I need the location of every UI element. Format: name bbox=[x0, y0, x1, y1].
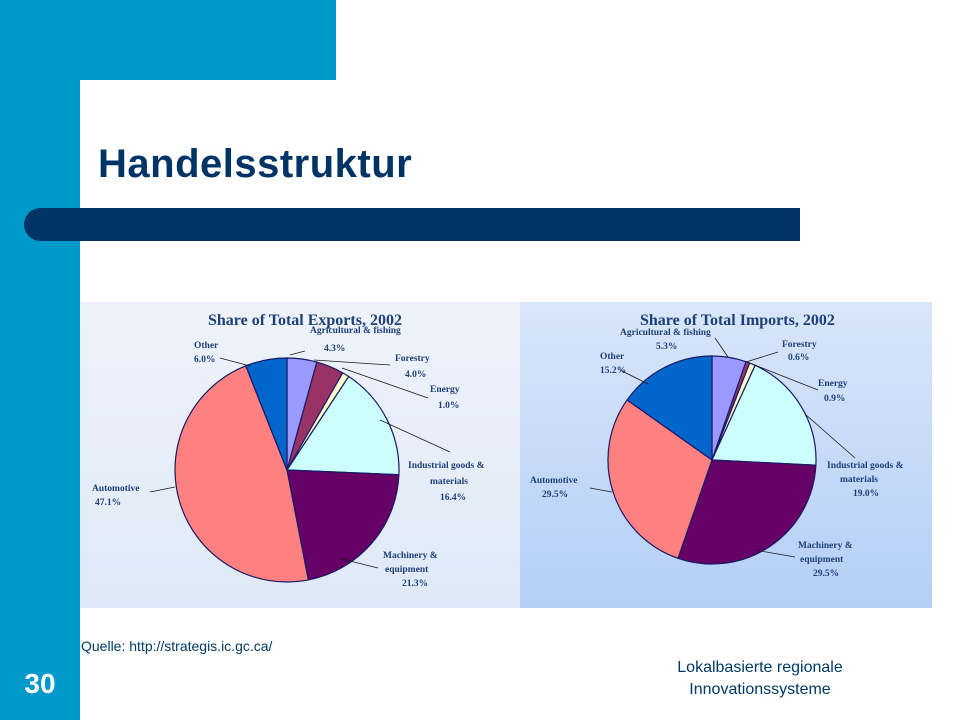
slide-number: 30 bbox=[24, 668, 56, 699]
exports-label-machinery-and-equipment-line2: equipment bbox=[385, 565, 429, 575]
exports-label-industrial-goods-and-materials: Industrial goods & bbox=[408, 461, 485, 471]
exports-value-industrial-goods-and-materials: 16.4% bbox=[440, 493, 466, 503]
title-rule bbox=[24, 208, 800, 241]
imports-slices bbox=[607, 355, 817, 565]
exports-label-forestry: Forestry bbox=[395, 354, 430, 364]
imports-pie-chart: Share of Total Imports, 2002Agricultural… bbox=[530, 312, 904, 579]
imports-label-energy: Energy bbox=[818, 379, 848, 389]
imports-leader-industrial-goods-and-materials bbox=[804, 413, 856, 459]
exports-value-machinery-and-equipment: 21.3% bbox=[402, 579, 428, 589]
imports-leader-other bbox=[619, 369, 649, 385]
imports-label-agricultural-and-fishing: Agricultural & fishing bbox=[620, 328, 711, 338]
exports-chart-title: Share of Total Exports, 2002 bbox=[208, 312, 402, 329]
top-band bbox=[80, 0, 336, 80]
imports-slice-industrial-goods-and-materials bbox=[711, 364, 817, 466]
imports-label-machinery-and-equipment-line2: equipment bbox=[800, 555, 844, 565]
exports-leader-agricultural-and-fishing bbox=[289, 350, 306, 356]
imports-value-forestry: 0.6% bbox=[788, 353, 809, 363]
exports-leader-automotive bbox=[149, 486, 176, 493]
imports-value-agricultural-and-fishing: 5.3% bbox=[656, 342, 677, 352]
page-title: Handelsstruktur bbox=[98, 142, 413, 186]
exports-value-other: 6.0% bbox=[194, 355, 215, 365]
exports-leader-industrial-goods-and-materials bbox=[379, 419, 451, 453]
source-note: Quelle: http://strategis.ic.gc.ca/ bbox=[81, 638, 273, 654]
exports-leader-other bbox=[219, 357, 251, 367]
exports-label-agricultural-and-fishing: Agricultural & fishing bbox=[310, 326, 401, 336]
imports-value-industrial-goods-and-materials: 19.0% bbox=[853, 489, 879, 499]
imports-chart-panel: Share of Total Imports, 2002 Agricultural… bbox=[520, 302, 932, 608]
imports-label-forestry: Forestry bbox=[782, 340, 817, 350]
imports-label-industrial-goods-and-materials-line2: materials bbox=[840, 475, 878, 485]
exports-leader-forestry bbox=[313, 359, 391, 366]
exports-slice-industrial-goods-and-materials bbox=[285, 375, 400, 476]
exports-label-automotive: Automotive bbox=[92, 484, 140, 494]
imports-leader-forestry bbox=[745, 351, 779, 363]
imports-slice-automotive bbox=[607, 399, 713, 560]
exports-slice-automotive bbox=[174, 365, 310, 583]
imports-chart-title: Share of Total Imports, 2002 bbox=[640, 312, 835, 329]
exports-value-forestry: 4.0% bbox=[405, 370, 426, 380]
footer-line-1: Lokalbasierte regionale bbox=[677, 659, 843, 676]
imports-leader-energy bbox=[751, 363, 819, 391]
imports-label-machinery-and-equipment: Machinery & bbox=[798, 541, 853, 551]
imports-value-energy: 0.9% bbox=[824, 394, 845, 404]
imports-value-automotive: 29.5% bbox=[542, 490, 568, 500]
imports-label-industrial-goods-and-materials: Industrial goods & bbox=[827, 461, 904, 471]
exports-slice-machinery-and-equipment bbox=[286, 469, 400, 581]
imports-leader-automotive bbox=[589, 487, 613, 493]
imports-leader-agricultural-and-fishing bbox=[714, 337, 729, 358]
imports-slice-machinery-and-equipment bbox=[677, 459, 817, 565]
imports-label-automotive: Automotive bbox=[530, 476, 578, 486]
exports-leader-energy bbox=[341, 367, 429, 399]
exports-pie-chart: Share of Total Exports, 2002Agricultural… bbox=[92, 312, 485, 589]
exports-value-energy: 1.0% bbox=[438, 401, 459, 411]
exports-leader-machinery-and-equipment bbox=[337, 557, 379, 569]
exports-label-other: Other bbox=[194, 341, 219, 351]
footer-line-2: Innovationssysteme bbox=[689, 681, 831, 698]
imports-value-machinery-and-equipment: 29.5% bbox=[813, 569, 839, 579]
sidebar-band bbox=[0, 0, 80, 720]
exports-slice-other bbox=[245, 357, 288, 471]
imports-leader-machinery-and-equipment bbox=[754, 549, 796, 558]
exports-chart-panel: Share of Total Exports, 2002 Agricultural… bbox=[80, 302, 520, 608]
imports-slice-other bbox=[626, 355, 713, 462]
exports-slices bbox=[174, 357, 400, 583]
imports-label-other: Other bbox=[600, 352, 625, 362]
content-corner bbox=[80, 80, 140, 140]
exports-value-automotive: 47.1% bbox=[95, 498, 121, 508]
imports-value-other: 15.2% bbox=[600, 366, 626, 376]
exports-label-energy: Energy bbox=[430, 385, 460, 395]
exports-label-machinery-and-equipment: Machinery & bbox=[383, 551, 438, 561]
exports-value-agricultural-and-fishing: 4.3% bbox=[324, 344, 345, 354]
footer-text: Lokalbasierte regionale Innovationssyste… bbox=[640, 657, 880, 701]
exports-label-industrial-goods-and-materials-line2: materials bbox=[430, 477, 468, 487]
